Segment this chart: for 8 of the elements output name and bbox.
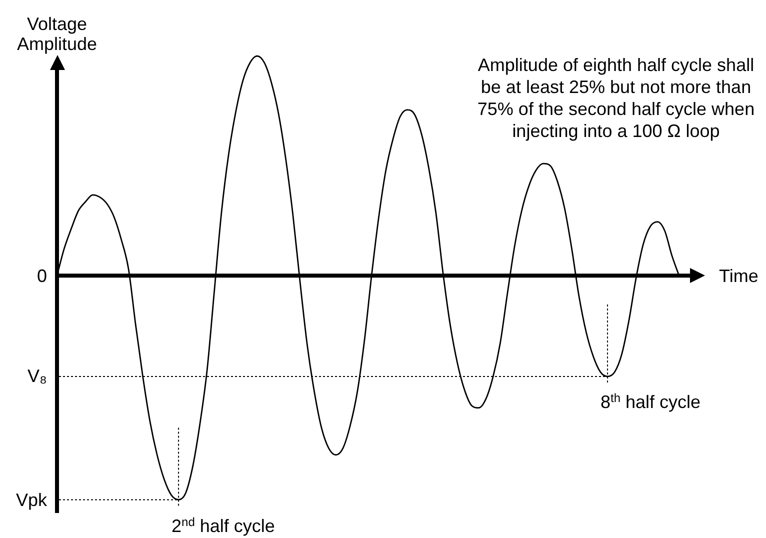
annotation: Amplitude of eighth half cycle shall be at least 25% but not more than 75% of the second half cycle when injecting into a 100 Ω loop [476, 54, 756, 142]
ref-line-label: V₈ [28, 365, 47, 388]
y-axis-title: Voltage Amplitude [16, 14, 98, 54]
text: 2$^{nd}$ half cycle [172, 514, 275, 537]
annotation: 8$^{th}$ half cycle [600, 391, 701, 414]
x-axis-title: Time [719, 264, 758, 287]
ref-line-label: 0 [36, 264, 47, 287]
ref-line-label: Vpk [16, 488, 47, 511]
